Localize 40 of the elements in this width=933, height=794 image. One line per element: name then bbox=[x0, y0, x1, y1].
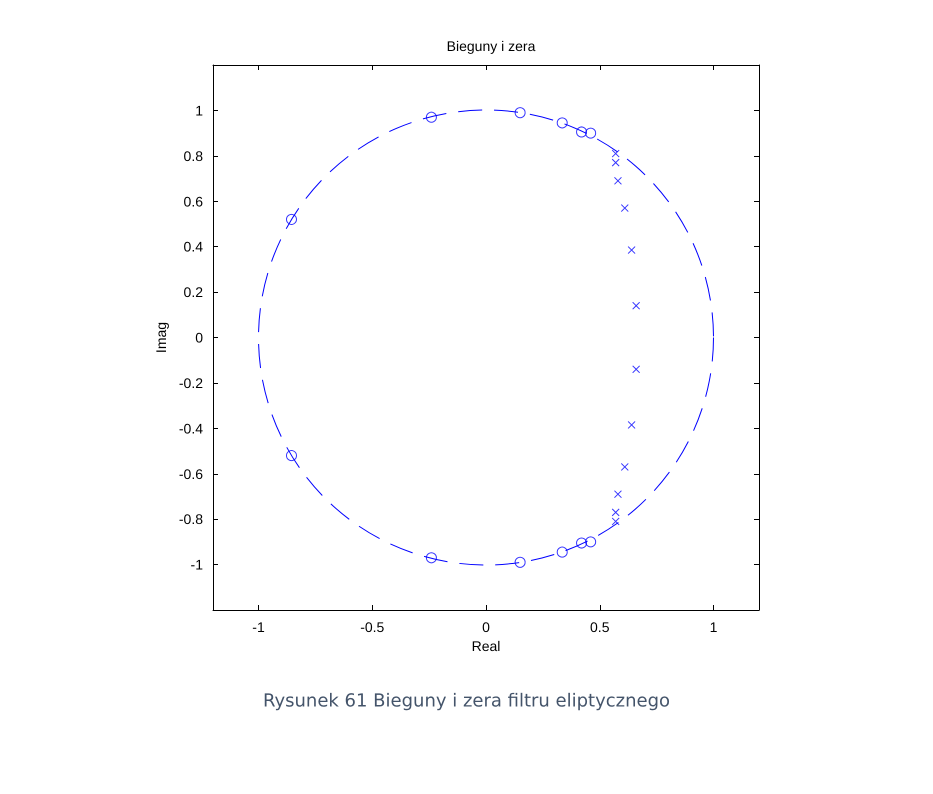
x-tick-label: -0.5 bbox=[360, 619, 385, 635]
y-tick-label: 1 bbox=[195, 102, 204, 118]
point bbox=[514, 556, 526, 568]
y-tick-label: 0.4 bbox=[184, 238, 204, 255]
point bbox=[426, 112, 437, 123]
point bbox=[585, 536, 596, 548]
point bbox=[576, 126, 588, 138]
point bbox=[286, 450, 297, 462]
point bbox=[632, 365, 640, 374]
y-tick-label: 0.2 bbox=[184, 284, 204, 300]
x-tick-label: -1 bbox=[252, 619, 265, 635]
point bbox=[426, 552, 437, 564]
x-tick-label: 1 bbox=[710, 619, 718, 635]
y-axis-title: Imag bbox=[152, 322, 169, 354]
y-tick-label: -0.6 bbox=[178, 466, 204, 482]
y-tick-label: -0.2 bbox=[178, 374, 204, 391]
x-tick-label: 0 bbox=[482, 619, 490, 635]
point bbox=[628, 420, 636, 429]
point bbox=[556, 117, 568, 128]
x-tick-label: 0.5 bbox=[590, 619, 610, 635]
point bbox=[614, 176, 622, 185]
y-tick-label: 0 bbox=[195, 330, 204, 346]
point bbox=[628, 246, 636, 254]
point bbox=[576, 538, 588, 549]
point bbox=[286, 214, 297, 225]
y-tick-label: -0.4 bbox=[178, 420, 204, 436]
point bbox=[556, 546, 568, 558]
text: Rysunek 61 Bieguny i zera filtru eliptycznego bbox=[262, 690, 670, 712]
chart-title: Bieguny i zera bbox=[446, 38, 536, 54]
y-tick-label: -0.8 bbox=[178, 511, 204, 528]
point bbox=[632, 302, 640, 310]
x-axis-title: Real bbox=[472, 638, 500, 654]
point bbox=[620, 462, 629, 471]
y-tick-label: -1 bbox=[190, 556, 204, 573]
point bbox=[614, 490, 622, 498]
point bbox=[620, 204, 629, 212]
y-tick-label: 0.6 bbox=[184, 193, 204, 210]
y-tick-label: 0.8 bbox=[184, 148, 204, 164]
point bbox=[585, 128, 596, 139]
point bbox=[514, 107, 526, 118]
